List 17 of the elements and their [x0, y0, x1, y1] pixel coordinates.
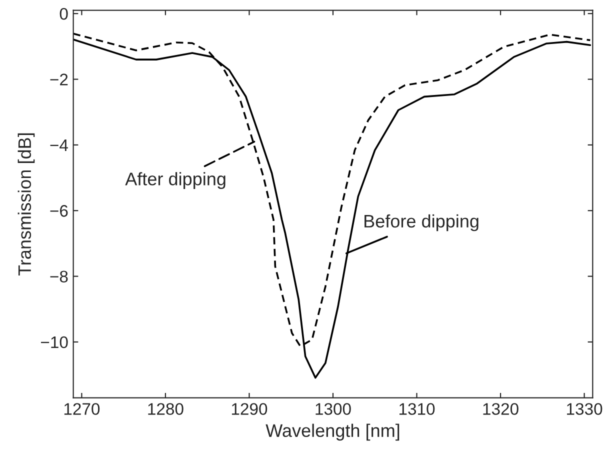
y-tick-label: −2	[50, 74, 68, 86]
x-axis-title: Wavelength [nm]	[266, 424, 400, 441]
y-tick-label: −4	[50, 140, 68, 151]
y-tick-label: −6	[50, 205, 68, 217]
x-tick-label: 1270	[64, 403, 100, 415]
annotation: After dipping	[125, 172, 226, 189]
y-tick-label: −10	[41, 336, 68, 348]
x-tick-label: 1330	[567, 403, 602, 415]
x-tick-label: 1310	[399, 403, 435, 415]
x-tick-label: 1320	[483, 403, 518, 415]
y-axis-title: Transmission [dB]	[18, 133, 35, 276]
x-tick-label: 1300	[316, 403, 351, 415]
x-tick-label: 1290	[232, 403, 268, 415]
x-tick-label: 1280	[148, 403, 184, 415]
annotation: Before dipping	[364, 214, 478, 232]
y-tick-label: −8	[50, 270, 68, 282]
y-tick-label: 0	[60, 8, 68, 20]
